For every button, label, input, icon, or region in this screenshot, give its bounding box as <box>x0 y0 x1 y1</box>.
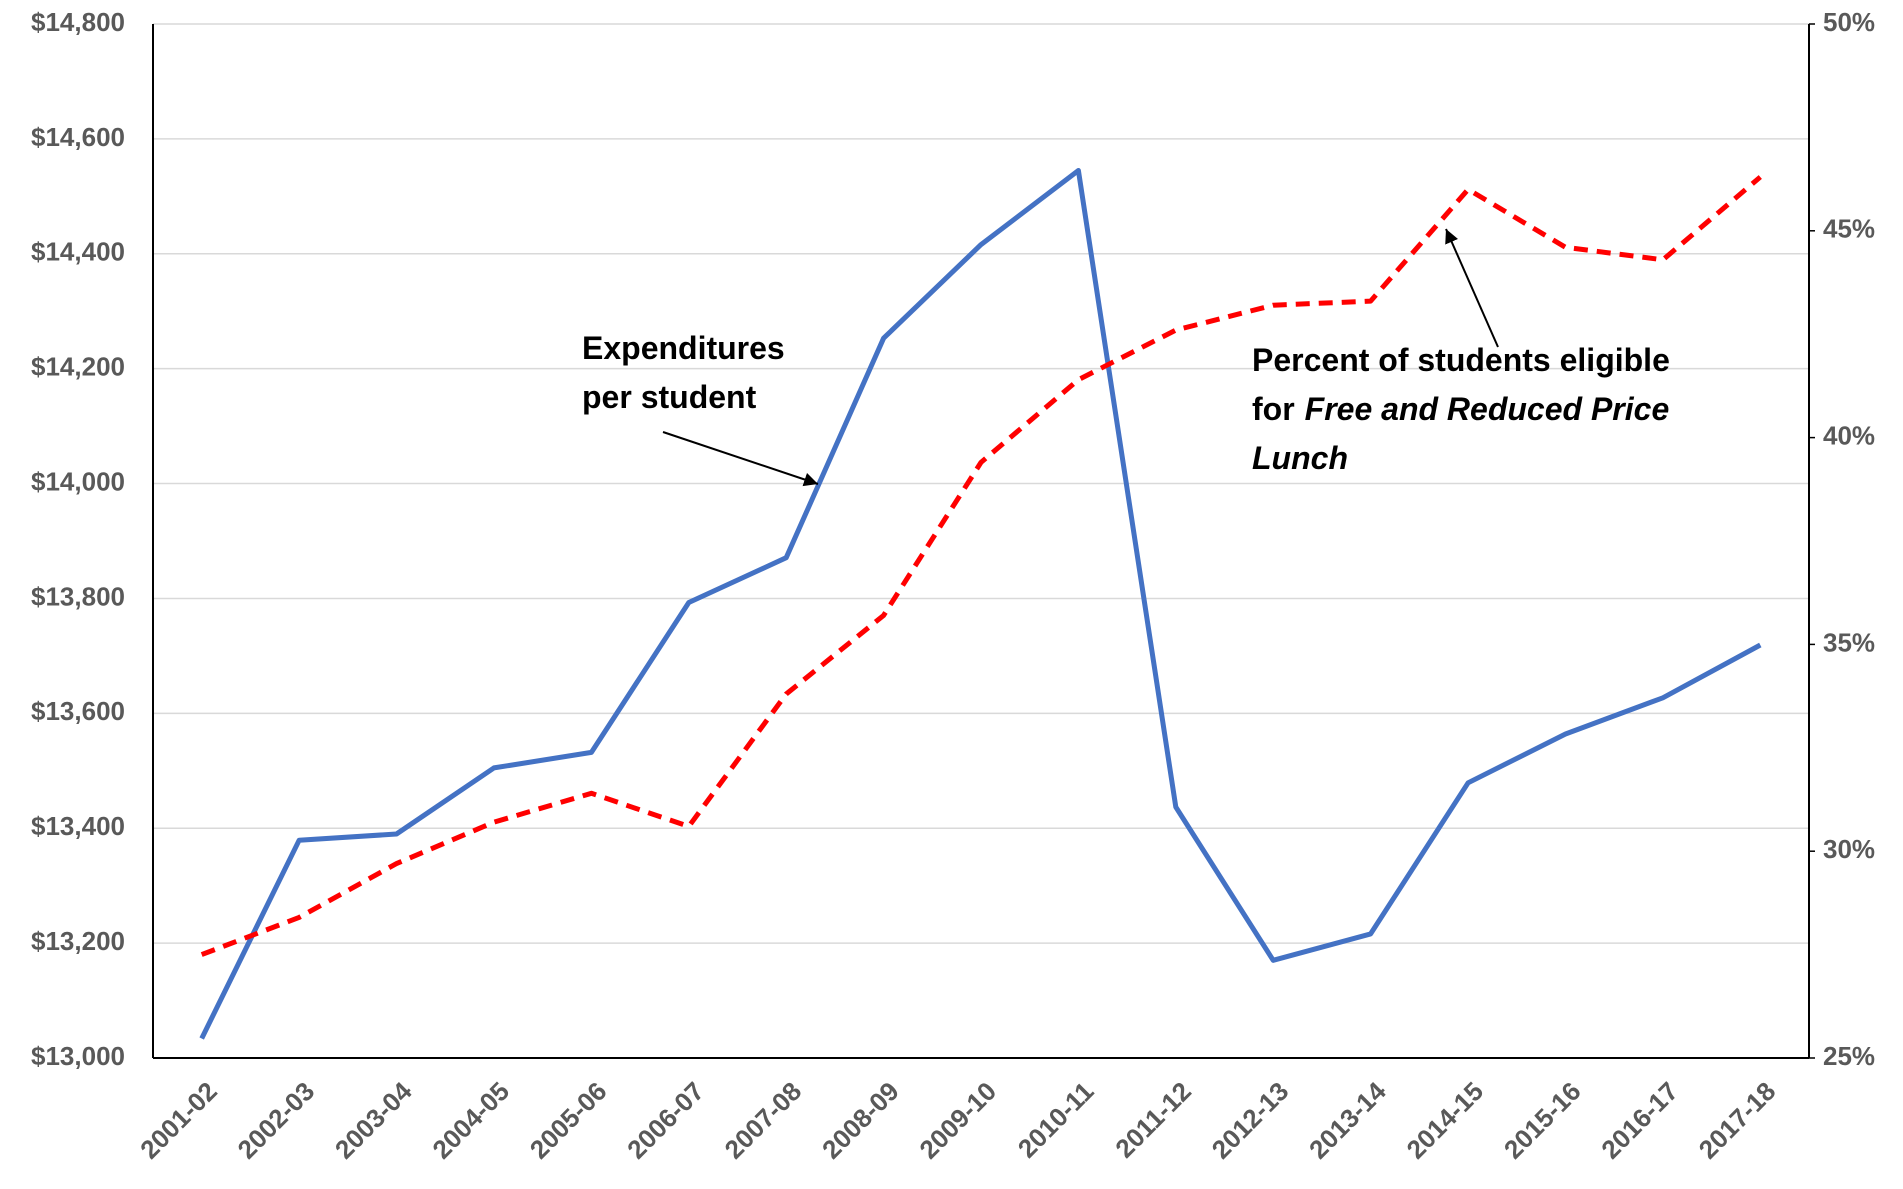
y-tick-label: $14,600 <box>31 122 125 152</box>
annotation: Lunch <box>1252 440 1348 476</box>
y-tick-label: $13,200 <box>31 926 125 956</box>
y-tick-label: $14,000 <box>31 466 125 496</box>
annotation-part: Free and Reduced Price <box>1305 391 1670 427</box>
series-line <box>200 175 1762 957</box>
y2-tick-label: 35% <box>1823 627 1875 657</box>
y2-tick-label: 45% <box>1823 214 1875 244</box>
x-tick-label: 2012-13 <box>1206 1076 1295 1165</box>
marks <box>199 168 1762 1040</box>
x-tick-label: 2015-16 <box>1498 1076 1587 1165</box>
annotation-arrow <box>662 431 819 487</box>
x-tick-label: 2004-05 <box>426 1076 515 1165</box>
annotation: Percent of students eligible <box>1252 342 1670 378</box>
annotation-part: Expenditures <box>582 330 785 366</box>
annotation-part: for <box>1252 391 1295 427</box>
x-tick-label: 2007-08 <box>719 1076 808 1165</box>
annotation-part: per student <box>582 379 757 415</box>
annotation-arrow <box>1445 228 1499 348</box>
y-tick-label: $13,600 <box>31 696 125 726</box>
x-tick-label: 2010-11 <box>1012 1076 1100 1164</box>
annotation-part: Lunch <box>1252 440 1348 476</box>
y2-tick-label: 30% <box>1823 834 1875 864</box>
x-tick-label: 2014-15 <box>1400 1076 1489 1165</box>
series-line <box>199 168 1762 1040</box>
x-tick-label: 2017-18 <box>1693 1076 1782 1165</box>
y2-tick-label: 25% <box>1823 1041 1875 1071</box>
y2-tick-label: 40% <box>1823 420 1875 450</box>
y2-tick-label: 50% <box>1823 7 1875 37</box>
x-tick-label: 2016-17 <box>1595 1076 1684 1165</box>
y-tick-label: $14,400 <box>31 237 125 267</box>
x-tick-label: 2001-02 <box>134 1076 223 1165</box>
y-tick-label: $13,000 <box>31 1041 125 1071</box>
annotation: Expenditures <box>582 330 785 366</box>
annotation-part: Percent of students eligible <box>1252 342 1670 378</box>
x-tick-label: 2006-07 <box>621 1076 710 1165</box>
annotation: for Free and Reduced Price <box>1252 391 1669 427</box>
x-tick-label: 2011-12 <box>1109 1076 1197 1164</box>
annotation: per student <box>582 379 757 415</box>
x-tick-label: 2009-10 <box>913 1076 1002 1165</box>
x-tick-label: 2013-14 <box>1303 1076 1392 1165</box>
x-tick-label: 2005-06 <box>524 1076 613 1165</box>
y-tick-label: $13,800 <box>31 581 125 611</box>
y-tick-label: $14,800 <box>31 7 125 37</box>
x-tick-label: 2003-04 <box>329 1076 418 1165</box>
x-tick-label: 2002-03 <box>232 1076 321 1165</box>
grid <box>153 23 1809 1059</box>
y-tick-label: $13,400 <box>31 811 125 841</box>
y-tick-label: $14,200 <box>31 352 125 382</box>
x-tick-label: 2008-09 <box>816 1076 905 1165</box>
